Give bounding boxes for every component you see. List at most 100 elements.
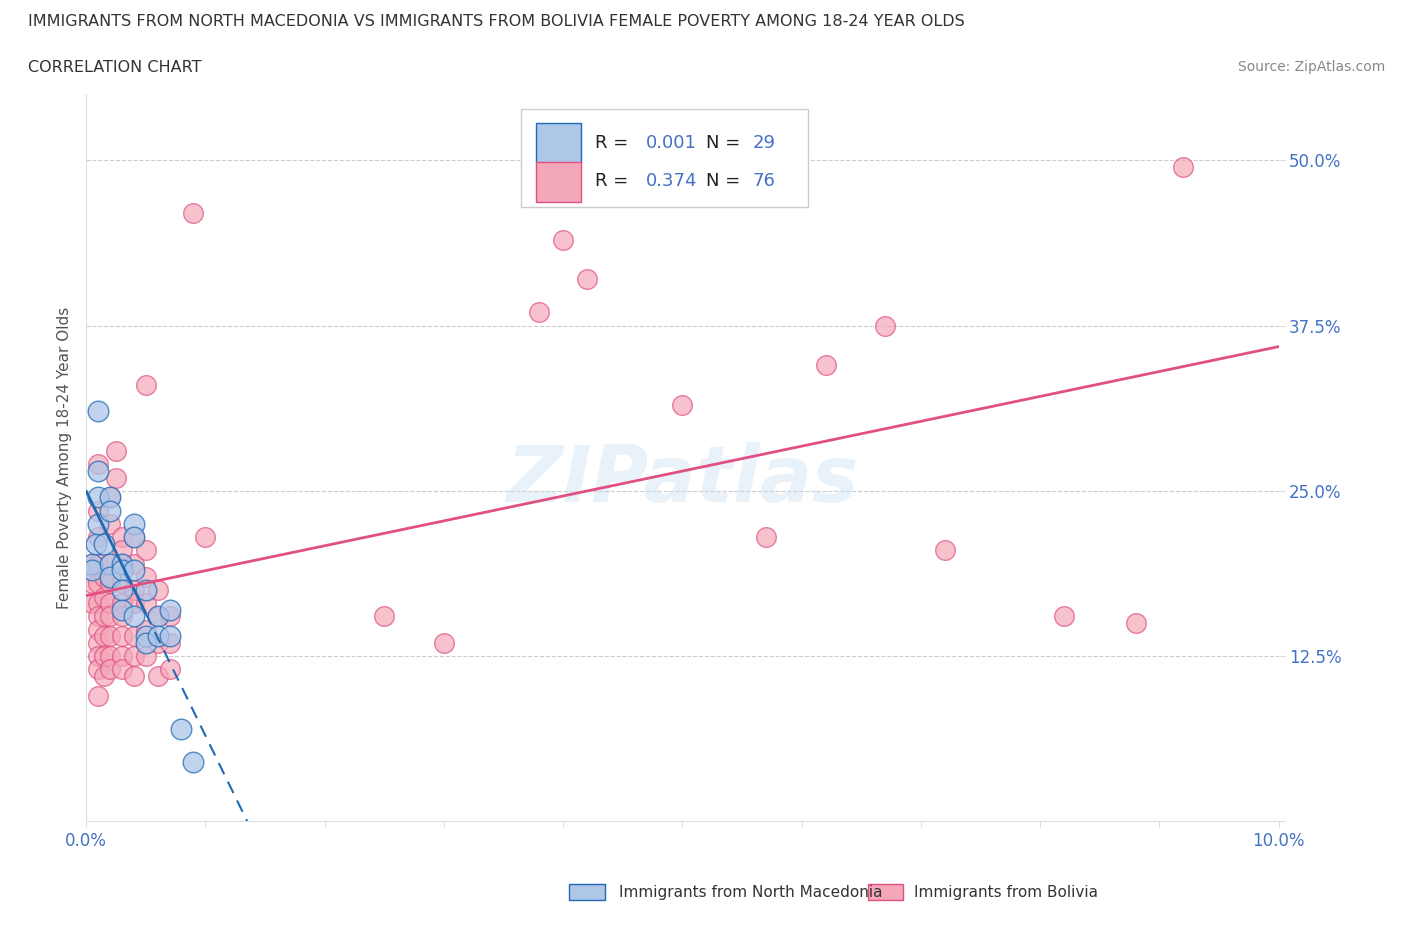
- Bar: [868, 884, 903, 900]
- Point: [93, 669, 115, 684]
- Point: [87, 457, 110, 472]
- Point: [87, 596, 110, 611]
- Text: Immigrants from Bolivia: Immigrants from Bolivia: [914, 885, 1098, 900]
- Point: [98, 649, 121, 664]
- Point: [159, 635, 181, 650]
- Bar: [536, 162, 581, 202]
- Point: [122, 516, 145, 531]
- Text: R =: R =: [595, 172, 634, 191]
- Point: [98, 662, 121, 677]
- Point: [122, 556, 145, 571]
- Point: [87, 463, 110, 478]
- Point: [122, 649, 145, 664]
- Point: [87, 556, 110, 571]
- Point: [122, 629, 145, 644]
- Point: [87, 688, 110, 703]
- Point: [98, 490, 121, 505]
- Point: [93, 569, 115, 584]
- Point: [553, 232, 575, 247]
- Point: [111, 530, 134, 545]
- Point: [875, 318, 897, 333]
- Text: 0.374: 0.374: [645, 172, 697, 191]
- Point: [80, 556, 103, 571]
- Point: [122, 563, 145, 578]
- Point: [122, 530, 145, 545]
- Point: [1125, 616, 1147, 631]
- Point: [1173, 159, 1195, 174]
- Point: [146, 582, 169, 597]
- Y-axis label: Female Poverty Among 18-24 Year Olds: Female Poverty Among 18-24 Year Olds: [58, 307, 72, 609]
- Point: [87, 649, 110, 664]
- Text: Immigrants from North Macedonia: Immigrants from North Macedonia: [619, 885, 882, 900]
- Point: [93, 537, 115, 551]
- Point: [111, 609, 134, 624]
- Point: [135, 635, 157, 650]
- Point: [122, 609, 145, 624]
- Point: [159, 662, 181, 677]
- Point: [433, 635, 456, 650]
- Point: [146, 609, 169, 624]
- Point: [755, 530, 778, 545]
- Point: [93, 629, 115, 644]
- Point: [135, 378, 157, 392]
- Point: [98, 609, 121, 624]
- Point: [98, 556, 121, 571]
- Point: [104, 471, 127, 485]
- Point: [98, 576, 121, 591]
- Point: [373, 609, 395, 624]
- Point: [111, 662, 134, 677]
- Point: [87, 490, 110, 505]
- Text: R =: R =: [595, 134, 634, 152]
- Point: [84, 537, 107, 551]
- Point: [170, 722, 193, 737]
- Point: [111, 563, 134, 578]
- Point: [98, 569, 121, 584]
- Point: [135, 622, 157, 637]
- Point: [98, 490, 121, 505]
- Point: [98, 596, 121, 611]
- Text: 0.001: 0.001: [645, 134, 696, 152]
- Point: [111, 556, 134, 571]
- Point: [93, 609, 115, 624]
- Text: 76: 76: [752, 172, 776, 191]
- Text: IMMIGRANTS FROM NORTH MACEDONIA VS IMMIGRANTS FROM BOLIVIA FEMALE POVERTY AMONG : IMMIGRANTS FROM NORTH MACEDONIA VS IMMIG…: [28, 14, 965, 29]
- Point: [93, 590, 115, 604]
- Bar: [536, 123, 581, 163]
- Point: [575, 272, 598, 286]
- Bar: [569, 884, 605, 900]
- Point: [111, 582, 134, 597]
- Text: Source: ZipAtlas.com: Source: ZipAtlas.com: [1237, 60, 1385, 74]
- Point: [111, 543, 134, 558]
- Point: [135, 543, 157, 558]
- Point: [80, 556, 103, 571]
- Point: [135, 649, 157, 664]
- Point: [104, 444, 127, 458]
- Point: [1053, 609, 1076, 624]
- Point: [98, 556, 121, 571]
- Point: [194, 530, 217, 545]
- Point: [111, 649, 134, 664]
- Point: [93, 649, 115, 664]
- Point: [87, 622, 110, 637]
- Text: N =: N =: [706, 172, 747, 191]
- Point: [159, 603, 181, 618]
- Point: [87, 503, 110, 518]
- Point: [159, 609, 181, 624]
- Point: [529, 305, 551, 320]
- Point: [87, 404, 110, 418]
- Point: [122, 582, 145, 597]
- Point: [122, 669, 145, 684]
- Point: [98, 516, 121, 531]
- Point: [111, 576, 134, 591]
- Point: [98, 503, 121, 518]
- Text: ZIPatlas: ZIPatlas: [506, 442, 859, 518]
- Point: [146, 609, 169, 624]
- Point: [135, 596, 157, 611]
- Point: [135, 629, 157, 644]
- Point: [87, 530, 110, 545]
- Point: [135, 569, 157, 584]
- Point: [671, 397, 693, 412]
- Point: [934, 543, 956, 558]
- Point: [98, 629, 121, 644]
- Point: [87, 635, 110, 650]
